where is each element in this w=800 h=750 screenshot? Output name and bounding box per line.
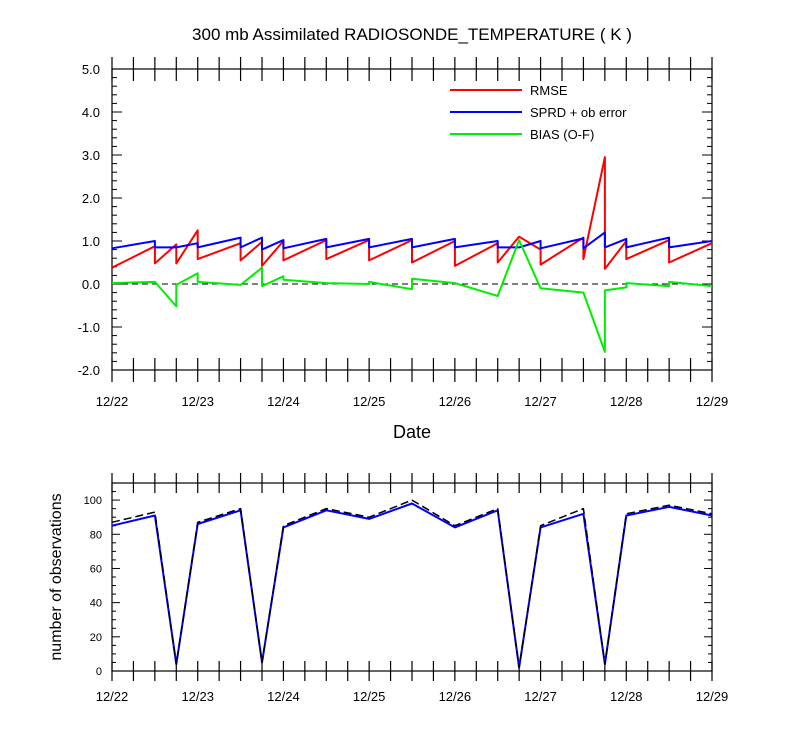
top-y-tick-label: -2.0 <box>78 363 100 378</box>
bottom-plot-frame <box>111 482 713 672</box>
bottom-x-tick-label: 12/29 <box>696 689 729 704</box>
top-x-tick-label: 12/25 <box>353 394 386 409</box>
bottom-y-axis-label: number of observations <box>48 493 65 660</box>
x-axis-label: Date <box>393 422 431 442</box>
bottom-x-tick-label: 12/28 <box>610 689 643 704</box>
bottom-series-group <box>111 499 713 669</box>
bottom-y-tick-label: 100 <box>84 495 102 507</box>
top-y-tick-label: 0.0 <box>82 277 100 292</box>
bottom-x-tick-label: 12/23 <box>181 689 214 704</box>
top-axis-ticks <box>111 57 713 382</box>
obs-series-total <box>111 499 713 669</box>
legend-label-bias: BIAS (O-F) <box>530 127 594 142</box>
obs-series-used <box>111 502 713 669</box>
top-y-tick-label: 1.0 <box>82 234 100 249</box>
bottom-y-tick-label: 80 <box>90 529 102 541</box>
top-x-tick-label: 12/22 <box>96 394 129 409</box>
bottom-x-tick-label: 12/25 <box>353 689 386 704</box>
bottom-y-tick-label: 40 <box>90 598 102 610</box>
top-x-tick-labels: 12/22 12/23 12/24 12/25 12/26 12/27 12/28 12/29 <box>96 394 729 409</box>
bottom-x-tick-label: 12/22 <box>96 689 129 704</box>
legend: RMSE SPRD + ob error BIAS (O-F) <box>450 83 627 142</box>
top-x-tick-label: 12/26 <box>439 394 472 409</box>
top-x-tick-label: 12/29 <box>696 394 729 409</box>
top-series-group <box>111 156 713 353</box>
top-x-tick-label: 12/24 <box>267 394 300 409</box>
top-y-tick-labels: -2.0 -1.0 0.0 1.0 2.0 3.0 4.0 5.0 <box>78 62 100 378</box>
chart-title: 300 mb Assimilated RADIOSONDE_TEMPERATUR… <box>192 25 632 44</box>
top-x-tick-label: 12/27 <box>524 394 557 409</box>
top-x-tick-label: 12/28 <box>610 394 643 409</box>
top-x-tick-label: 12/23 <box>181 394 214 409</box>
bottom-x-tick-labels: 12/22 12/23 12/24 12/25 12/26 12/27 12/28 12/29 <box>96 689 729 704</box>
series-line-bias-o-f <box>111 239 713 353</box>
top-y-tick-label: 2.0 <box>82 191 100 206</box>
series-line-sprd-ob-error <box>111 231 713 251</box>
bottom-x-tick-label: 12/27 <box>524 689 557 704</box>
top-y-tick-label: -1.0 <box>78 320 100 335</box>
top-y-tick-label: 3.0 <box>82 148 100 163</box>
top-y-tick-label: 4.0 <box>82 105 100 120</box>
legend-label-rmse: RMSE <box>530 83 568 98</box>
bottom-y-tick-labels: 0 20 40 60 80 100 <box>84 495 102 678</box>
bottom-y-tick-label: 60 <box>90 563 102 575</box>
top-y-tick-label: 5.0 <box>82 62 100 77</box>
bottom-y-tick-label: 0 <box>96 666 102 678</box>
bottom-y-tick-label: 20 <box>90 632 102 644</box>
series-line-rmse <box>111 156 713 270</box>
bottom-x-tick-label: 12/26 <box>439 689 472 704</box>
bottom-x-tick-label: 12/24 <box>267 689 300 704</box>
bottom-axis-ticks <box>111 473 713 681</box>
legend-label-sprd: SPRD + ob error <box>530 105 627 120</box>
